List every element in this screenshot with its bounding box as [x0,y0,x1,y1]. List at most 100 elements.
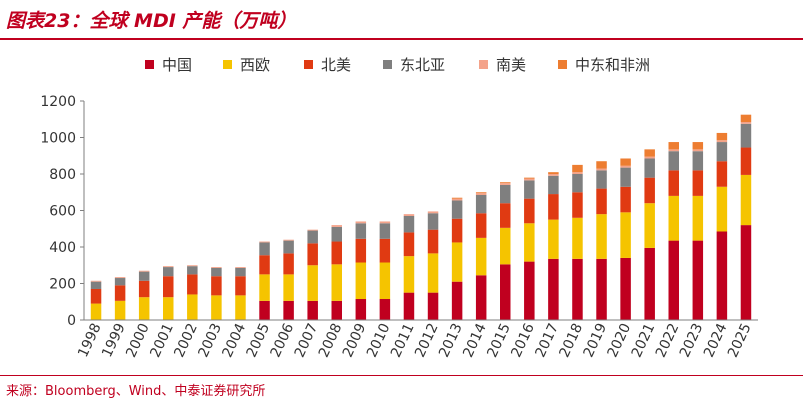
legend-swatch-东北亚 [383,60,392,69]
bar-segment-2021-中东和非洲 [644,149,655,157]
bar-segment-2015-北美 [500,203,511,228]
bar-segment-2011-中国 [403,292,415,321]
bar-segment-2013-北美 [451,218,463,243]
bar-segment-2018-北美 [572,192,583,218]
bar-segment-2015-南美 [500,183,511,185]
bar-segment-2008-西欧 [331,264,342,301]
legend-label-南美: 南美 [496,56,526,74]
bar-segment-2010-南美 [379,221,391,224]
bar-segment-2017-东北亚 [548,175,559,195]
y-tick-label: 600 [49,204,76,220]
bar-segment-2023-中东和非洲 [692,142,704,150]
bar-segment-2011-西欧 [403,256,415,293]
bar-segment-2016-北美 [524,198,535,224]
bar-segment-2002-南美 [187,265,198,267]
bar-segment-2005-南美 [259,241,270,243]
legend-label-西欧: 西欧 [240,56,270,74]
bar-segment-2009-南美 [355,221,367,224]
bar-segment-2007-中国 [307,300,318,320]
bar-segment-2002-西欧 [187,294,198,320]
bar-segment-2019-中国 [596,258,607,320]
bar-segment-2014-西欧 [475,237,487,276]
bar-segment-2024-北美 [716,161,728,187]
bar-segment-2008-东北亚 [331,226,342,242]
bar-segment-2010-中国 [379,299,391,320]
bar-segment-2025-北美 [740,147,752,175]
bar-segment-2024-西欧 [716,186,728,232]
bar-segment-2013-南美 [451,198,463,201]
bar-segment-2022-中东和非洲 [668,142,679,150]
bar-segment-2001-东北亚 [163,267,174,277]
y-tick-label: 800 [49,167,76,183]
legend-label-中东和非洲: 中东和非洲 [575,56,650,74]
bar-segment-2010-西欧 [379,262,391,300]
bar-segment-2012-南美 [427,211,439,214]
bar-segment-2012-东北亚 [427,213,439,230]
bar-segment-2015-东北亚 [500,184,511,204]
bar-segment-2020-中东和非洲 [620,158,631,166]
bar-segment-2006-北美 [283,253,294,275]
bar-segment-2013-西欧 [451,242,463,282]
bar-segment-2011-南美 [403,214,415,216]
bar-segment-2003-东北亚 [211,267,222,277]
bar-segment-2015-中国 [500,264,511,320]
y-tick-label: 400 [49,240,76,256]
bar-segment-2022-北美 [668,170,679,196]
bar-segment-2000-东北亚 [138,271,150,281]
bar-segment-1999-南美 [114,277,126,279]
bar-segment-2018-中东和非洲 [572,164,583,173]
title-bar: 图表23：全球 MDI 产能（万吨） [0,0,803,40]
bar-segment-2019-西欧 [596,214,607,259]
bar-segment-2007-南美 [307,229,318,231]
bar-segment-2010-东北亚 [379,223,391,239]
bar-segment-2004-西欧 [235,295,246,320]
bar-segment-2006-西欧 [283,274,294,301]
bar-segment-1998-南美 [90,280,102,282]
bar-segment-2009-中国 [355,299,367,320]
bar-segment-2019-中东和非洲 [596,161,607,169]
bar-segment-2019-东北亚 [596,170,607,189]
bar-segment-1999-西欧 [114,300,126,320]
bar-segment-2024-东北亚 [716,142,728,162]
bar-segment-2016-中东和非洲 [524,177,535,179]
bar-segment-2007-北美 [307,243,318,266]
bar-segment-2000-南美 [138,270,150,272]
bar-segment-2015-中东和非洲 [500,182,511,184]
bar-segment-2023-西欧 [692,195,704,241]
bar-segment-2001-西欧 [163,297,174,320]
bar-segment-2001-北美 [163,276,174,298]
bar-segment-2017-中国 [548,258,559,320]
bar-segment-2024-中东和非洲 [716,132,728,141]
bar-segment-2007-东北亚 [307,230,318,244]
bar-segment-2017-西欧 [548,219,559,259]
title-rule [0,38,803,40]
bar-segment-2012-中国 [427,292,439,321]
bar-segment-2021-西欧 [644,203,655,248]
bar-segment-2004-东北亚 [235,267,246,277]
bar-segment-2006-东北亚 [283,240,294,254]
bar-segment-2004-北美 [235,276,246,296]
legend-swatch-中东和非洲 [558,60,567,69]
bar-segment-2006-中国 [283,300,294,320]
bar-segment-2012-西欧 [427,253,439,293]
bar-segment-2013-中国 [451,281,463,320]
stacked-bar-chart: 中国 西欧 北美 东北亚 南美 中东和非洲 0 200 400 600 800 1000 1200 1… [40,56,758,360]
y-axis: 0 200 400 600 800 1000 1200 [40,94,85,329]
bar-segment-2014-东北亚 [475,194,487,214]
bar-segment-2014-北美 [475,213,487,238]
bar-segment-2020-中国 [620,257,631,320]
bar-segment-2024-中国 [716,231,728,320]
bar-segment-2014-中东和非洲 [475,192,487,194]
y-tick-label: 1000 [40,131,76,147]
bar-segment-2023-北美 [692,170,704,196]
bar-segment-2008-南美 [331,225,342,227]
bar-segment-2000-西欧 [138,297,150,320]
y-tick-label: 200 [49,277,76,293]
legend-swatch-中国 [145,60,154,69]
bar-segment-2023-东北亚 [692,151,704,171]
bar-segment-2014-中国 [475,275,487,320]
bar-segment-1999-北美 [114,285,126,301]
bar-segment-2022-南美 [668,149,679,152]
bar-segment-2004-南美 [235,267,246,268]
bar-segment-2013-中东和非洲 [451,197,463,199]
